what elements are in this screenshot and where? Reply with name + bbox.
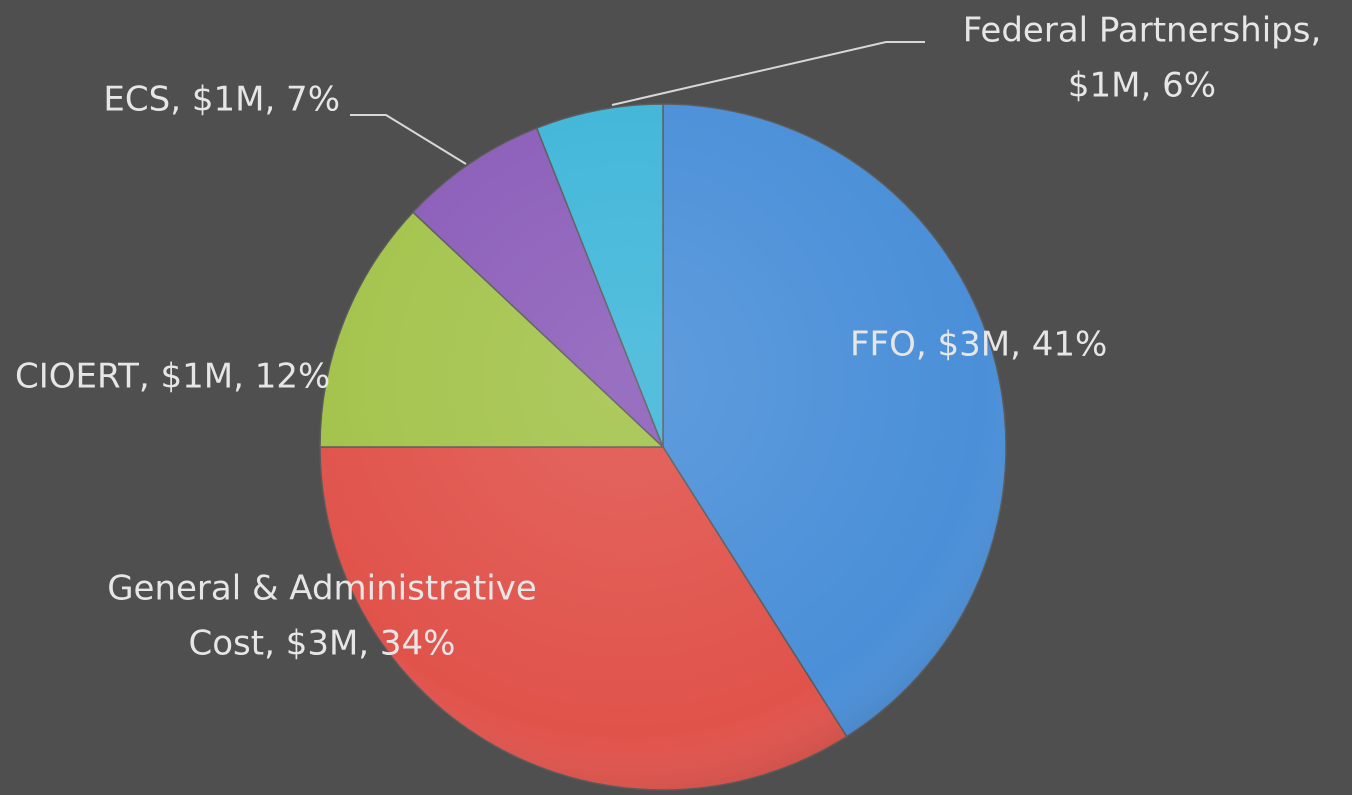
data-label: Cost, $3M, 34% xyxy=(189,624,456,664)
labels: FFO, $3M, 41% General & Administrative Cos… xyxy=(15,11,1321,664)
data-label: FFO, $3M, 41% xyxy=(850,325,1107,365)
data-label: General & Administrative xyxy=(107,569,537,609)
leader-line xyxy=(350,114,467,165)
data-label: CIOERT, $1M, 12% xyxy=(15,357,330,397)
data-label: $1M, 6% xyxy=(1068,66,1216,106)
leader-line xyxy=(611,41,925,106)
data-label: Federal Partnerships, xyxy=(963,11,1322,51)
data-label: ECS, $1M, 7% xyxy=(103,80,340,120)
pie xyxy=(319,103,1007,791)
